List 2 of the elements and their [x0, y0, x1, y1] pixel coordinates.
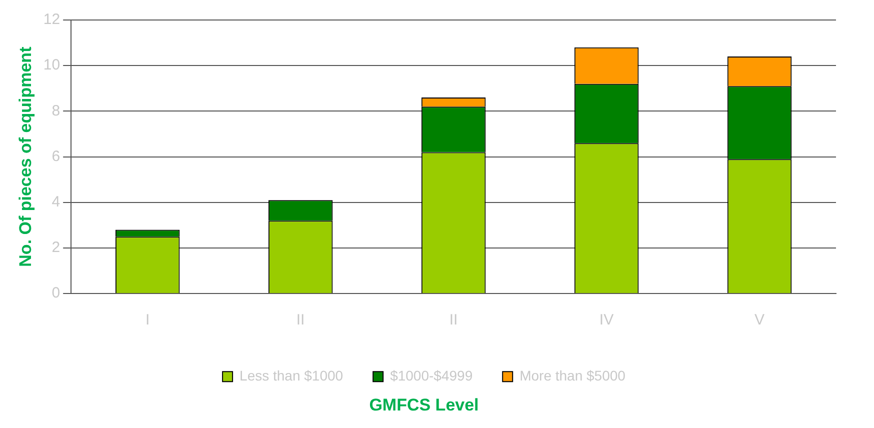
y-axis-title: No. Of pieces of equipment	[16, 46, 35, 267]
x-axis-title: GMFCS Level	[369, 395, 479, 414]
